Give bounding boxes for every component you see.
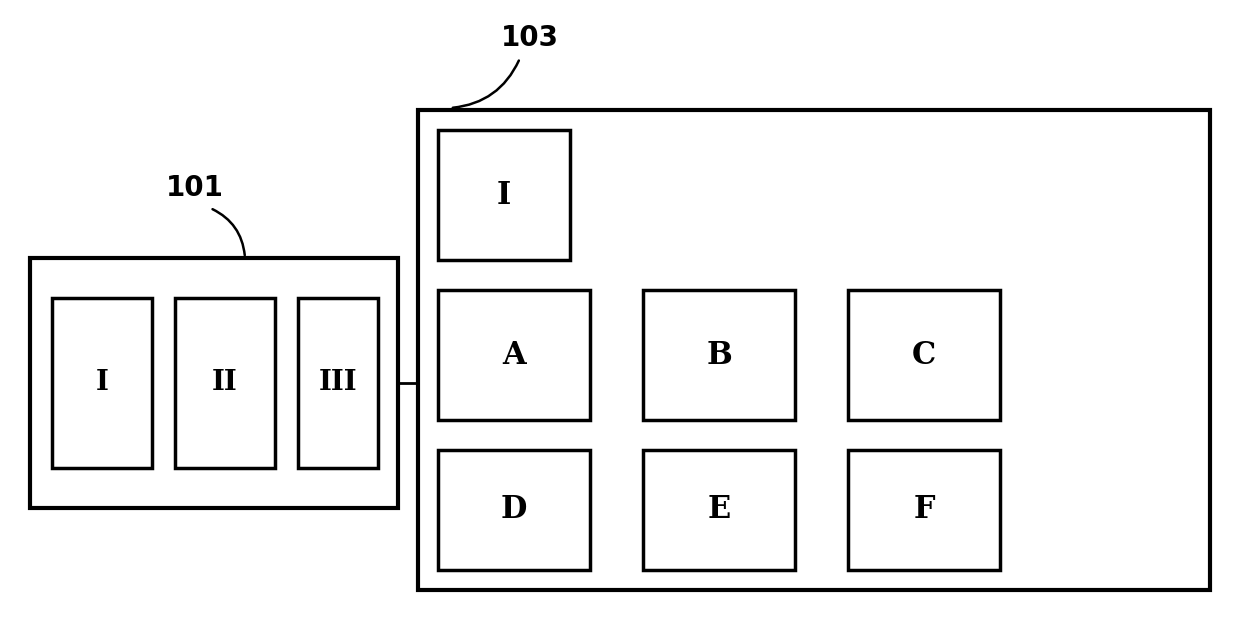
Bar <box>848 290 999 420</box>
Bar <box>438 130 570 260</box>
Text: E: E <box>707 495 730 526</box>
Text: B: B <box>706 339 732 370</box>
Text: 101: 101 <box>166 174 224 202</box>
Text: C: C <box>911 339 936 370</box>
Bar <box>52 298 153 468</box>
Bar <box>438 450 590 570</box>
Text: III: III <box>319 370 357 396</box>
Bar <box>644 450 795 570</box>
Text: F: F <box>913 495 935 526</box>
Bar <box>30 258 398 508</box>
Text: I: I <box>95 370 108 396</box>
Bar <box>298 298 378 468</box>
Text: I: I <box>497 179 511 211</box>
Bar <box>644 290 795 420</box>
Bar <box>438 290 590 420</box>
Bar <box>848 450 999 570</box>
Text: D: D <box>501 495 527 526</box>
Bar <box>418 110 1210 590</box>
Text: II: II <box>212 370 238 396</box>
Bar <box>175 298 275 468</box>
Text: 103: 103 <box>501 24 559 52</box>
Text: A: A <box>502 339 526 370</box>
